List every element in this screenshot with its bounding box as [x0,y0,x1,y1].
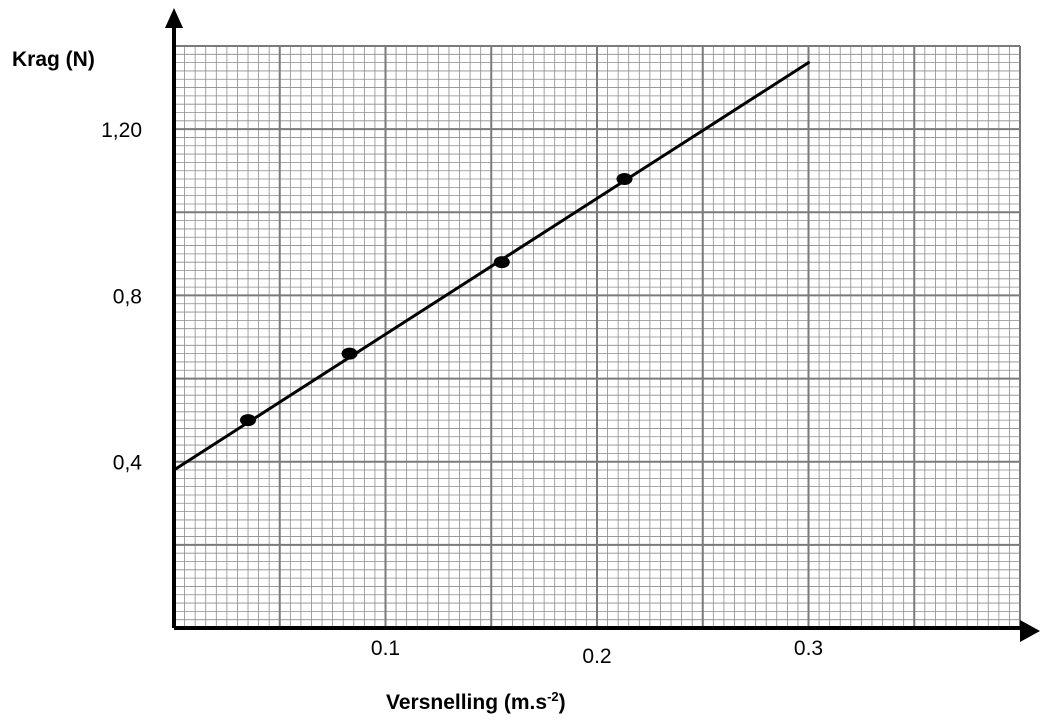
y-axis-arrow [165,8,183,28]
y-tick-label: 1,20 [101,119,142,142]
data-points-layer [240,173,633,427]
data-point [341,347,358,360]
tick-labels-layer: 0.1 0.2 0.3 0,4 0,8 1,20 [101,119,823,668]
x-axis-title-suffix: ) [559,691,566,714]
fit-line [172,61,810,472]
grid-major-lines [173,45,1021,629]
x-axis-arrow [1020,620,1040,642]
data-point [493,256,510,269]
y-tick-label: 0,8 [113,285,142,308]
x-tick-label: 0.1 [371,637,400,660]
x-tick-label: 0.2 [582,645,611,668]
y-axis-title: Krag (N) [12,48,95,71]
x-axis-title-main: Versnelling (m.s [386,691,547,714]
data-point [240,414,257,427]
x-axis-title-superscript: -2 [547,689,559,704]
x-axis-title: Versnelling (m.s-2) [386,689,566,714]
axes-layer [165,8,1040,642]
y-tick-label: 0,4 [113,452,143,475]
data-point [616,173,633,186]
fit-line-layer [172,61,810,472]
x-tick-label: 0.3 [794,637,823,660]
